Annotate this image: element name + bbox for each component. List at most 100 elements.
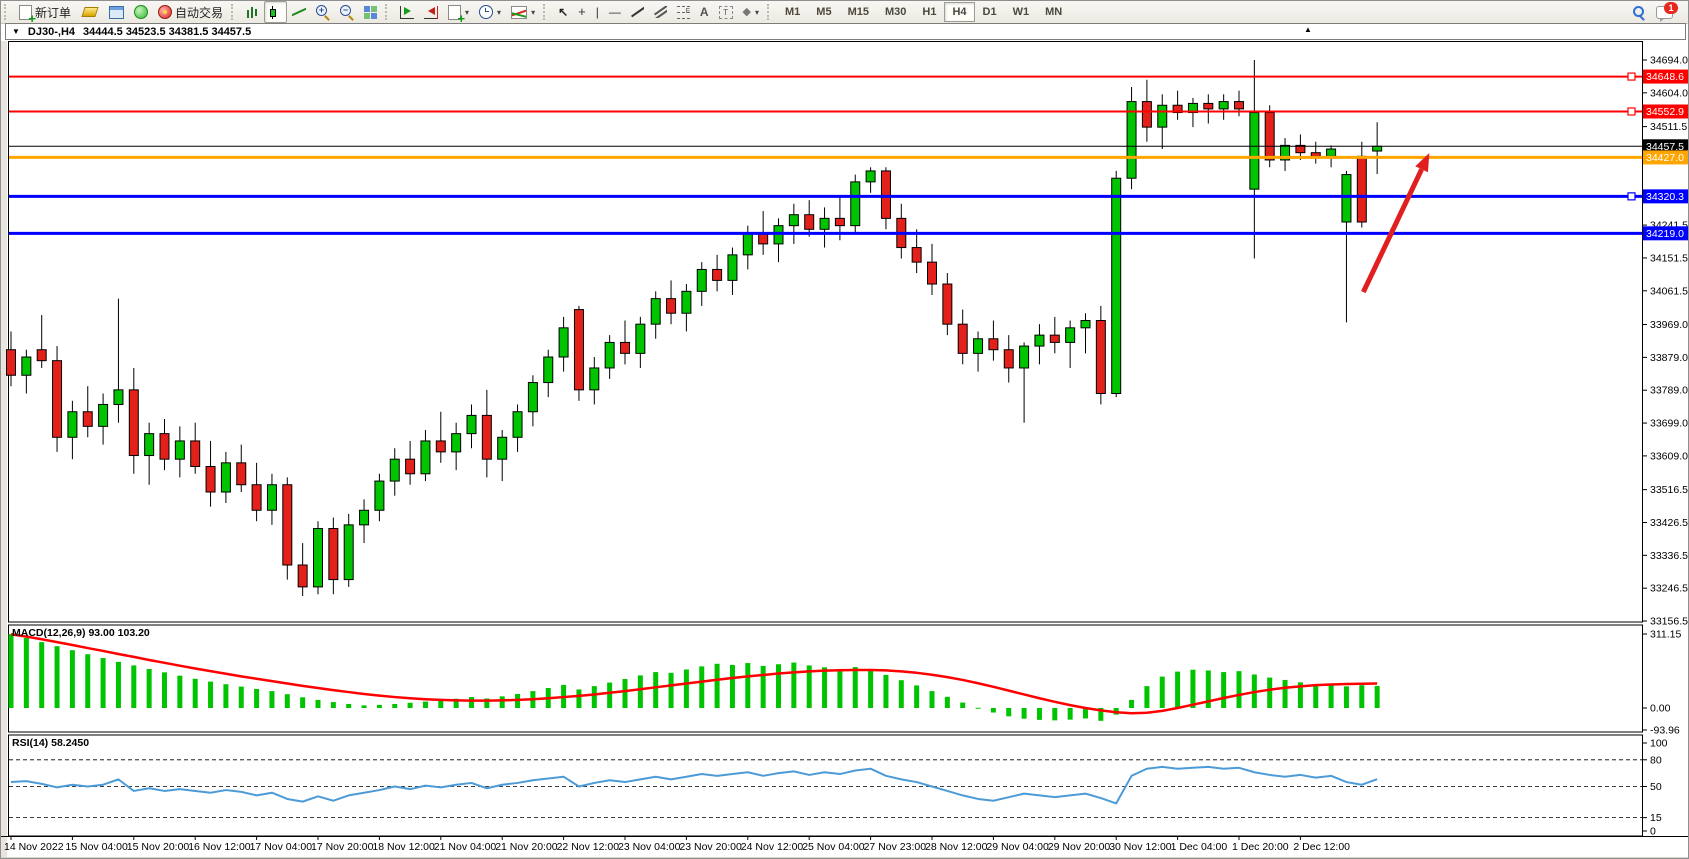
- chart-dropdown-icon[interactable]: ▼: [12, 27, 20, 36]
- channel-icon: [654, 6, 667, 18]
- price-axis[interactable]: 34694.034604.034511.534241.534151.534061…: [1642, 55, 1688, 838]
- svg-text:27 Nov 23:00: 27 Nov 23:00: [864, 841, 927, 853]
- autotrade-icon: [158, 5, 173, 19]
- toolbar-grip[interactable]: [767, 4, 773, 20]
- svg-text:34604.0: 34604.0: [1650, 87, 1688, 99]
- new-order-icon: [19, 4, 36, 25]
- svg-text:15 Nov 20:00: 15 Nov 20:00: [127, 841, 190, 853]
- chart-marker-icon: ▲: [1304, 25, 1312, 34]
- zoom-in-icon: [316, 5, 330, 19]
- candlestick-chart-button[interactable]: [264, 1, 288, 23]
- timeframe-mn-button[interactable]: MN: [1045, 6, 1063, 18]
- horizontal-lines[interactable]: [9, 72, 1642, 235]
- svg-text:2 Dec 12:00: 2 Dec 12:00: [1293, 841, 1350, 853]
- new-chart-icon: [448, 4, 465, 25]
- svg-text:15 Nov 04:00: 15 Nov 04:00: [65, 841, 128, 853]
- toolbar-grip[interactable]: [4, 4, 10, 20]
- macd-label: MACD(12,26,9) 93.00 103.20: [12, 627, 150, 639]
- channel-button[interactable]: [649, 1, 672, 23]
- zoom-out-button[interactable]: [335, 1, 359, 23]
- svg-text:21 Nov 04:00: 21 Nov 04:00: [434, 841, 497, 853]
- annotation-arrow[interactable]: [1361, 153, 1430, 294]
- toolbar-grip[interactable]: [385, 4, 391, 20]
- svg-text:34648.6: 34648.6: [1646, 71, 1684, 83]
- indicators-button[interactable]: ▾: [506, 1, 540, 23]
- svg-text:311.15: 311.15: [1650, 629, 1681, 641]
- svg-text:33789.0: 33789.0: [1650, 385, 1688, 397]
- cursor-button[interactable]: ↖: [553, 1, 573, 23]
- line-chart-icon: [292, 6, 306, 18]
- svg-text:1 Dec 04:00: 1 Dec 04:00: [1171, 841, 1228, 853]
- horizontal-line-button[interactable]: —: [604, 1, 626, 23]
- timeframe-m1-button[interactable]: M1: [785, 6, 801, 18]
- new-order-label: 新订单: [35, 5, 72, 20]
- timeframe-m15-button[interactable]: M15: [847, 6, 869, 18]
- timeframe-d1-button[interactable]: D1: [982, 6, 997, 18]
- svg-text:33969.0: 33969.0: [1650, 319, 1688, 331]
- vertical-line-button[interactable]: |: [591, 1, 604, 23]
- toolbar-grip[interactable]: [543, 4, 549, 20]
- periods-button[interactable]: ▾: [474, 1, 506, 23]
- navigator-button[interactable]: [129, 1, 153, 23]
- toolbar-grip[interactable]: [231, 4, 237, 20]
- svg-text:23 Nov 04:00: 23 Nov 04:00: [618, 841, 681, 853]
- fibonacci-button[interactable]: F: [672, 1, 695, 23]
- timeframe-w1-button[interactable]: W1: [1012, 6, 1030, 18]
- data-window-button[interactable]: [104, 1, 129, 23]
- dropdown-arrow-icon: ▾: [755, 7, 760, 17]
- svg-text:34552.9: 34552.9: [1646, 106, 1684, 118]
- svg-text:33516.5: 33516.5: [1650, 484, 1688, 496]
- timeframe-m30-button[interactable]: M30: [884, 6, 907, 18]
- auto-scroll-button[interactable]: [395, 1, 419, 23]
- horizontal-line-icon: —: [608, 5, 621, 19]
- timeframe-h4-button[interactable]: H4: [944, 2, 975, 22]
- tile-windows-icon: [364, 5, 378, 19]
- svg-text:0: 0: [1650, 826, 1656, 838]
- svg-text:23 Nov 20:00: 23 Nov 20:00: [679, 841, 742, 853]
- chart-canvas[interactable]: 34694.034604.034511.534241.534151.534061…: [1, 41, 1689, 859]
- svg-text:33336.5: 33336.5: [1650, 550, 1688, 562]
- svg-text:34694.0: 34694.0: [1650, 55, 1688, 67]
- svg-text:34457.5: 34457.5: [1646, 141, 1684, 153]
- autotrade-button[interactable]: 自动交易: [153, 1, 228, 23]
- dropdown-arrow-icon: ▾: [497, 7, 502, 17]
- new-order-button[interactable]: 新订单: [14, 1, 76, 25]
- dropdown-arrow-icon: ▾: [465, 7, 470, 17]
- search-button[interactable]: [1627, 1, 1651, 23]
- new-chart-button[interactable]: ▾: [443, 1, 474, 25]
- notifications-button[interactable]: 1: [1651, 1, 1678, 23]
- svg-text:24 Nov 12:00: 24 Nov 12:00: [741, 841, 804, 853]
- bar-chart-button[interactable]: [241, 1, 264, 23]
- window-icon: [109, 5, 125, 19]
- crosshair-button[interactable]: +: [573, 1, 591, 23]
- indicators-icon: [511, 5, 528, 19]
- text-label-button[interactable]: T: [714, 1, 738, 23]
- shapes-button[interactable]: ◆ ▾: [738, 1, 764, 23]
- svg-text:34511.5: 34511.5: [1650, 121, 1687, 133]
- zoom-in-button[interactable]: [311, 1, 335, 23]
- shapes-icon: ◆: [742, 6, 751, 18]
- toolbar: 新订单 自动交易: [1, 1, 1688, 25]
- chart-shift-button[interactable]: [419, 1, 443, 23]
- trendline-button[interactable]: [626, 1, 649, 23]
- zoom-out-icon: [340, 5, 354, 19]
- tile-windows-button[interactable]: [359, 1, 382, 23]
- svg-text:34061.5: 34061.5: [1650, 285, 1688, 297]
- svg-text:34320.3: 34320.3: [1646, 191, 1684, 203]
- svg-text:14 Nov 2022: 14 Nov 2022: [4, 841, 64, 853]
- market-watch-button[interactable]: [76, 1, 104, 23]
- svg-text:33156.5: 33156.5: [1650, 616, 1688, 628]
- rsi-panel: [9, 759, 1642, 819]
- svg-text:30 Nov 12:00: 30 Nov 12:00: [1109, 841, 1172, 853]
- svg-text:100: 100: [1650, 738, 1668, 750]
- svg-text:50: 50: [1650, 781, 1662, 793]
- line-chart-button[interactable]: [287, 1, 311, 23]
- timeframe-h1-button[interactable]: H1: [922, 6, 937, 18]
- svg-text:17 Nov 20:00: 17 Nov 20:00: [311, 841, 374, 853]
- text-button[interactable]: A: [695, 1, 714, 23]
- svg-text:16 Nov 12:00: 16 Nov 12:00: [188, 841, 251, 853]
- timeframe-m5-button[interactable]: M5: [816, 6, 832, 18]
